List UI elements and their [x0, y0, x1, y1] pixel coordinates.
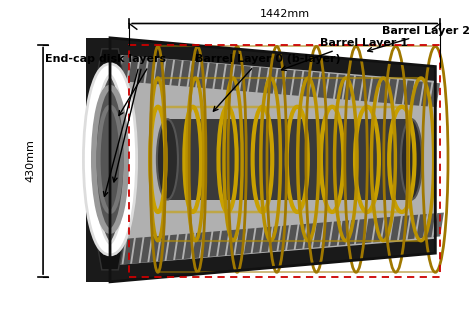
Polygon shape [249, 67, 259, 92]
Polygon shape [141, 237, 151, 263]
Polygon shape [110, 239, 435, 282]
Polygon shape [382, 217, 392, 242]
Text: Barrel Layer 0 (b-layer): Barrel Layer 0 (b-layer) [195, 54, 341, 64]
Polygon shape [110, 38, 435, 81]
Polygon shape [240, 66, 251, 92]
Polygon shape [416, 214, 427, 239]
Polygon shape [115, 239, 125, 265]
Polygon shape [296, 224, 306, 249]
Polygon shape [330, 221, 341, 246]
Polygon shape [412, 81, 423, 106]
Bar [129, 45, 440, 277]
Polygon shape [266, 68, 276, 94]
Polygon shape [206, 63, 216, 89]
Polygon shape [421, 82, 431, 107]
Polygon shape [197, 62, 208, 88]
Polygon shape [214, 64, 225, 89]
Polygon shape [110, 38, 435, 282]
Polygon shape [236, 229, 246, 255]
Polygon shape [192, 232, 203, 258]
Polygon shape [128, 56, 139, 82]
Polygon shape [86, 38, 110, 282]
Text: Barrel Layer 2: Barrel Layer 2 [382, 26, 470, 36]
Polygon shape [318, 73, 328, 98]
Polygon shape [361, 77, 371, 101]
Polygon shape [278, 225, 289, 251]
Polygon shape [378, 78, 389, 103]
Polygon shape [304, 223, 315, 249]
Polygon shape [210, 231, 220, 257]
Polygon shape [429, 83, 440, 107]
Polygon shape [347, 220, 358, 245]
Text: Barrel Layer 1: Barrel Layer 1 [319, 38, 408, 49]
Polygon shape [408, 215, 418, 239]
Polygon shape [244, 228, 255, 254]
Polygon shape [223, 64, 234, 90]
Polygon shape [227, 230, 237, 255]
Polygon shape [218, 230, 228, 256]
Polygon shape [373, 217, 383, 242]
Polygon shape [253, 227, 263, 253]
Polygon shape [119, 55, 130, 81]
Polygon shape [94, 64, 126, 255]
Polygon shape [132, 237, 143, 264]
Polygon shape [146, 58, 156, 84]
Polygon shape [287, 225, 298, 250]
Polygon shape [184, 233, 194, 259]
Polygon shape [335, 74, 346, 99]
Polygon shape [166, 235, 177, 261]
Polygon shape [158, 235, 168, 261]
Polygon shape [257, 68, 268, 93]
Ellipse shape [157, 119, 178, 199]
Polygon shape [313, 223, 323, 248]
Polygon shape [261, 227, 272, 252]
Polygon shape [321, 222, 332, 247]
Polygon shape [189, 61, 199, 87]
Polygon shape [149, 236, 160, 262]
Text: 1442mm: 1442mm [260, 9, 310, 19]
Polygon shape [309, 72, 319, 97]
Text: End-cap disk layers: End-cap disk layers [45, 54, 166, 64]
Polygon shape [111, 55, 121, 81]
Polygon shape [274, 69, 285, 94]
Polygon shape [270, 226, 280, 251]
Polygon shape [386, 79, 397, 104]
Polygon shape [344, 75, 354, 100]
Polygon shape [180, 61, 191, 87]
Polygon shape [163, 59, 173, 85]
Polygon shape [231, 65, 242, 91]
Polygon shape [167, 119, 411, 199]
Polygon shape [395, 80, 406, 104]
Ellipse shape [401, 119, 422, 199]
Polygon shape [175, 234, 186, 260]
Polygon shape [301, 71, 311, 96]
Polygon shape [201, 232, 211, 257]
Polygon shape [137, 57, 147, 83]
Polygon shape [425, 213, 435, 238]
Polygon shape [399, 215, 410, 240]
Polygon shape [339, 220, 349, 245]
Polygon shape [365, 218, 375, 243]
Polygon shape [326, 74, 337, 99]
Polygon shape [391, 216, 401, 241]
Polygon shape [123, 238, 134, 264]
Polygon shape [90, 49, 130, 270]
Text: 430mm: 430mm [26, 139, 36, 182]
Polygon shape [404, 81, 414, 105]
Polygon shape [283, 70, 294, 95]
Polygon shape [352, 76, 363, 101]
Polygon shape [171, 60, 182, 86]
Polygon shape [433, 212, 444, 237]
Polygon shape [369, 77, 380, 102]
Polygon shape [356, 219, 366, 244]
Polygon shape [154, 58, 164, 84]
Polygon shape [292, 70, 302, 96]
